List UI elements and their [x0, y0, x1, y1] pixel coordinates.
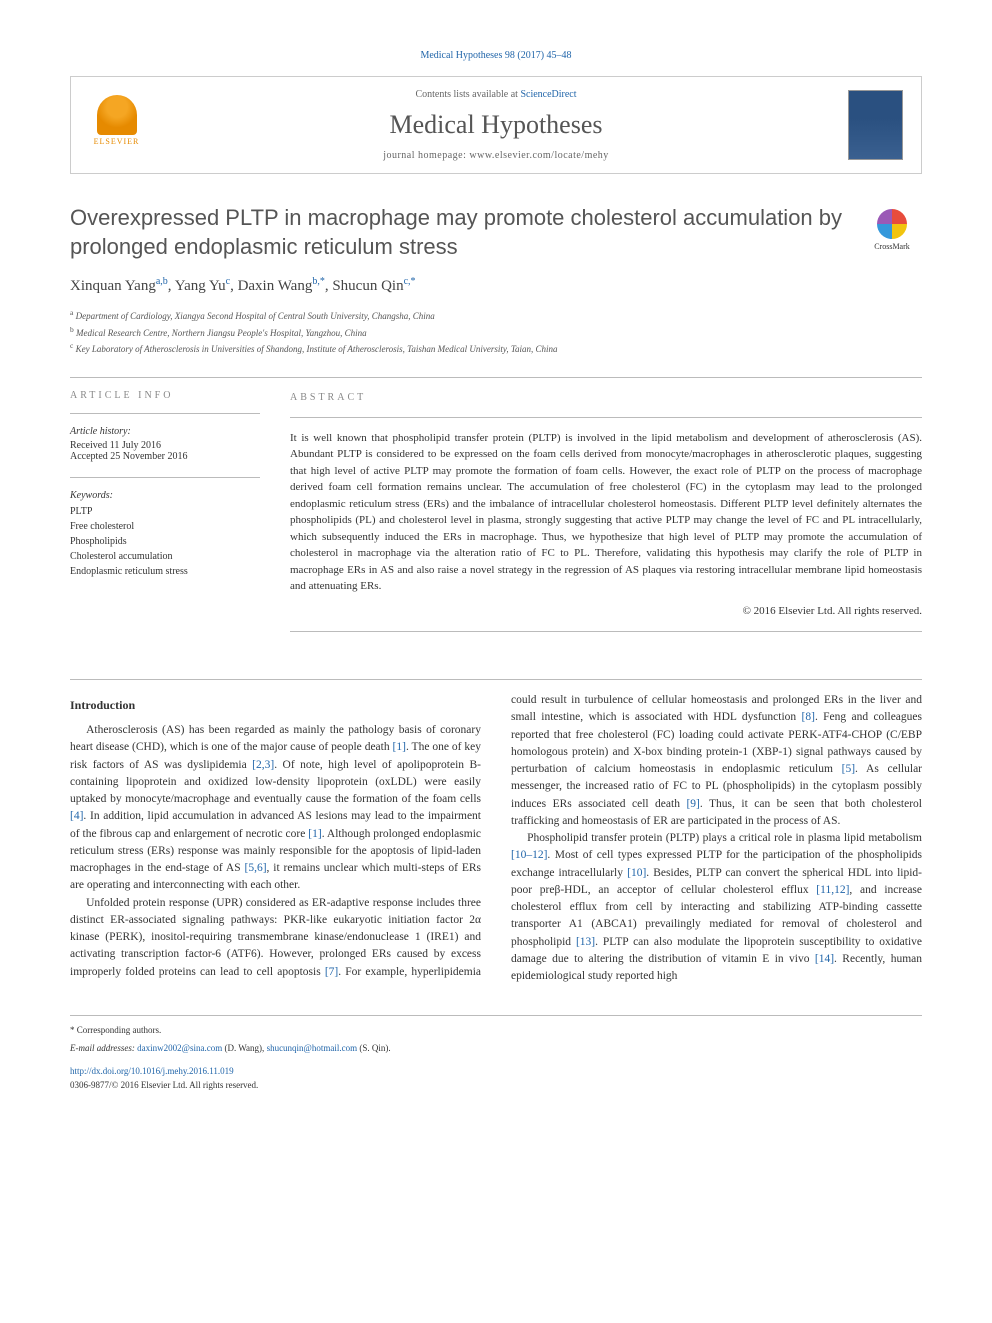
- author-list: Xinquan Yanga,b, Yang Yuc, Daxin Wangb,*…: [70, 276, 922, 295]
- author-1-affil: a,b: [156, 276, 168, 287]
- author-2-affil: c: [226, 276, 230, 287]
- ref-link[interactable]: [5,6]: [245, 862, 267, 874]
- journal-name: Medical Hypotheses: [144, 110, 848, 140]
- abstract-copyright: © 2016 Elsevier Ltd. All rights reserved…: [290, 603, 922, 620]
- email-label: E-mail addresses:: [70, 1043, 137, 1053]
- email-addresses: E-mail addresses: daxinw2002@sina.com (D…: [70, 1042, 922, 1056]
- keyword-1: PLTP: [70, 504, 260, 519]
- ref-link[interactable]: [4]: [70, 810, 83, 822]
- sciencedirect-link[interactable]: ScienceDirect: [520, 89, 576, 100]
- ref-link[interactable]: [5]: [842, 763, 855, 775]
- author-3: Daxin Wang: [238, 278, 313, 294]
- abstract-text: It is well known that phospholipid trans…: [290, 430, 922, 595]
- ref-link[interactable]: [10]: [627, 867, 646, 879]
- divider: [70, 679, 922, 680]
- ref-link[interactable]: [1]: [308, 828, 321, 840]
- contents-prefix: Contents lists available at: [415, 89, 520, 100]
- keyword-2: Free cholesterol: [70, 519, 260, 534]
- article-info-heading: ARTICLE INFO: [70, 390, 260, 401]
- email-1[interactable]: daxinw2002@sina.com: [137, 1043, 222, 1053]
- crossmark-icon: [877, 209, 907, 239]
- body-paragraph-3: Phospholipid transfer protein (PLTP) pla…: [511, 830, 922, 985]
- ref-link[interactable]: [14]: [815, 953, 834, 965]
- article-title: Overexpressed PLTP in macrophage may pro…: [70, 204, 922, 261]
- journal-cover-thumbnail[interactable]: [848, 90, 903, 160]
- author-2: Yang Yu: [175, 278, 226, 294]
- keyword-3: Phospholipids: [70, 534, 260, 549]
- ref-link[interactable]: [9]: [686, 798, 699, 810]
- elsevier-tree-icon: [97, 95, 137, 135]
- keyword-5: Endoplasmic reticulum stress: [70, 564, 260, 579]
- ref-link[interactable]: [13]: [576, 936, 595, 948]
- journal-header-box: ELSEVIER Contents lists available at Sci…: [70, 76, 922, 174]
- divider: [70, 377, 922, 378]
- affiliation-c: c Key Laboratory of Atherosclerosis in U…: [70, 340, 922, 357]
- elsevier-logo[interactable]: ELSEVIER: [89, 95, 144, 155]
- article-info-sidebar: ARTICLE INFO Article history: Received 1…: [70, 390, 260, 645]
- affiliation-a: a Department of Cardiology, Xiangya Seco…: [70, 307, 922, 324]
- ref-link[interactable]: [8]: [802, 711, 815, 723]
- elsevier-label: ELSEVIER: [94, 137, 140, 146]
- issn-copyright: 0306-9877/© 2016 Elsevier Ltd. All right…: [70, 1079, 922, 1093]
- ref-link[interactable]: [11,12]: [816, 884, 849, 896]
- body-paragraph-1: Atherosclerosis (AS) has been regarded a…: [70, 722, 481, 895]
- ref-link[interactable]: [1]: [393, 741, 406, 753]
- crossmark-badge[interactable]: CrossMark: [862, 209, 922, 251]
- doi-link[interactable]: http://dx.doi.org/10.1016/j.mehy.2016.11…: [70, 1065, 922, 1079]
- page-footer: * Corresponding authors. E-mail addresse…: [70, 1015, 922, 1092]
- ref-link[interactable]: [2,3]: [252, 759, 274, 771]
- journal-homepage[interactable]: journal homepage: www.elsevier.com/locat…: [144, 150, 848, 161]
- ref-link[interactable]: [10–12]: [511, 849, 547, 861]
- abstract-heading: ABSTRACT: [290, 390, 922, 405]
- keywords-label: Keywords:: [70, 490, 260, 501]
- article-history: Article history: Received 11 July 2016 A…: [70, 426, 260, 462]
- author-3-affil: b,*: [312, 276, 325, 287]
- accepted-date: Accepted 25 November 2016: [70, 451, 260, 462]
- ref-link[interactable]: [7]: [325, 966, 338, 978]
- email-2[interactable]: shucunqin@hotmail.com: [267, 1043, 358, 1053]
- keyword-4: Cholesterol accumulation: [70, 549, 260, 564]
- abstract-block: ABSTRACT It is well known that phospholi…: [290, 390, 922, 645]
- keywords-block: Keywords: PLTP Free cholesterol Phosphol…: [70, 490, 260, 579]
- author-4: Shucun Qin: [332, 278, 403, 294]
- received-date: Received 11 July 2016: [70, 440, 260, 451]
- introduction-heading: Introduction: [70, 696, 481, 714]
- author-1: Xinquan Yang: [70, 278, 156, 294]
- corresponding-authors-note: * Corresponding authors.: [70, 1024, 922, 1038]
- history-label: Article history:: [70, 426, 260, 437]
- crossmark-label: CrossMark: [874, 242, 910, 251]
- affiliation-b: b Medical Research Centre, Northern Jian…: [70, 324, 922, 341]
- contents-list-line: Contents lists available at ScienceDirec…: [144, 89, 848, 100]
- header-citation: Medical Hypotheses 98 (2017) 45–48: [70, 50, 922, 61]
- affiliations: a Department of Cardiology, Xiangya Seco…: [70, 307, 922, 357]
- author-4-affil: c,*: [404, 276, 416, 287]
- article-body: Introduction Atherosclerosis (AS) has be…: [70, 692, 922, 985]
